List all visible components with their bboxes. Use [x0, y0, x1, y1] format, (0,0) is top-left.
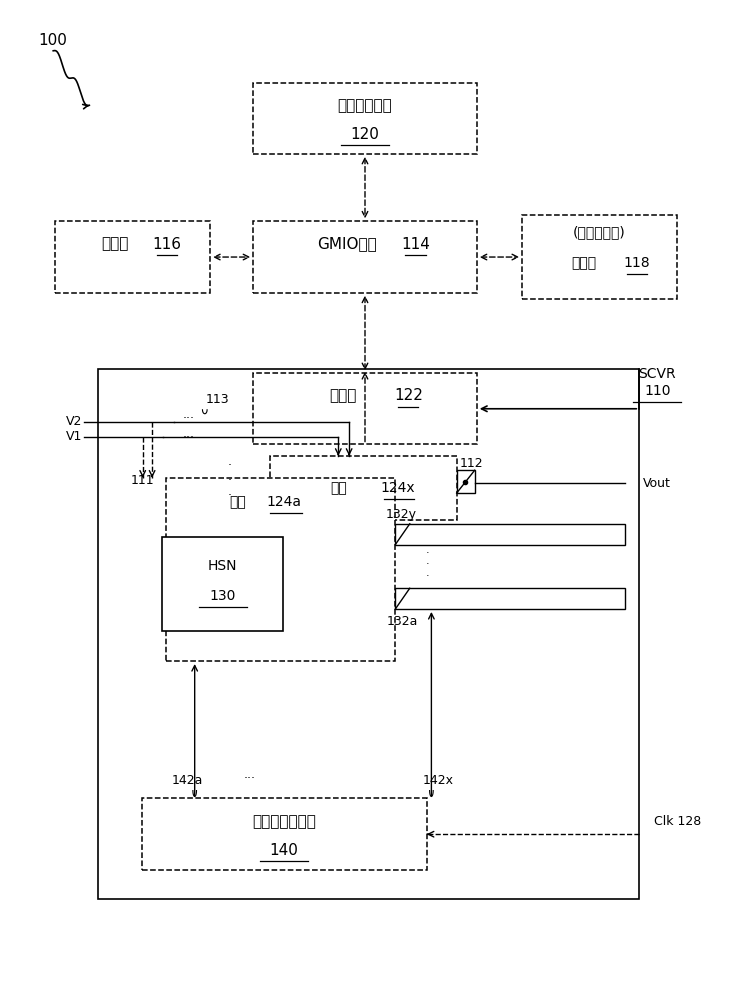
Text: SCVR: SCVR [639, 367, 676, 381]
Text: 111: 111 [131, 474, 155, 487]
Text: 100: 100 [39, 33, 68, 48]
Text: 用户接口设备: 用户接口设备 [338, 98, 393, 113]
Text: HSN: HSN [208, 559, 237, 573]
Text: 122: 122 [394, 388, 423, 403]
Text: Clk 128: Clk 128 [653, 815, 701, 828]
Bar [162, 537, 283, 631]
Text: ···: ··· [244, 772, 256, 785]
Text: 110: 110 [644, 384, 671, 398]
Bar [142, 798, 427, 870]
Text: 124a: 124a [266, 495, 301, 509]
Bar [270, 456, 457, 520]
Text: 120: 120 [350, 127, 380, 142]
Text: 142a: 142a [172, 774, 203, 787]
Text: V1: V1 [66, 430, 82, 443]
Text: 140: 140 [270, 843, 299, 858]
Text: 132y: 132y [385, 508, 417, 521]
Text: 124x: 124x [381, 481, 415, 495]
Text: 存儲器: 存儲器 [101, 237, 128, 252]
Text: ···: ··· [182, 431, 194, 444]
Text: ·
·
·: · · · [426, 548, 429, 581]
Text: Vout: Vout [643, 477, 671, 490]
Text: (一个或多个): (一个或多个) [573, 225, 626, 239]
Text: 116: 116 [153, 237, 182, 252]
Text: 142x: 142x [423, 774, 454, 787]
Bar [253, 221, 477, 293]
Bar [253, 373, 477, 444]
Polygon shape [457, 470, 475, 493]
Text: 核心: 核心 [229, 495, 245, 509]
Text: V2: V2 [66, 415, 82, 428]
Text: 132a: 132a [387, 615, 418, 628]
Bar [522, 215, 677, 299]
Text: 112: 112 [459, 457, 483, 470]
Text: ·
·
·: · · · [228, 459, 232, 502]
Text: 控制信号生成器: 控制信号生成器 [253, 814, 316, 829]
Text: 113: 113 [205, 393, 229, 406]
Bar [253, 83, 477, 154]
Polygon shape [396, 588, 625, 609]
Text: GMIO控件: GMIO控件 [317, 237, 377, 252]
Bar [166, 478, 396, 661]
Text: 130: 130 [210, 589, 236, 603]
Polygon shape [396, 524, 625, 545]
Bar [98, 369, 639, 899]
Text: 核心: 核心 [330, 481, 347, 495]
Text: ···: ··· [182, 412, 194, 425]
Bar [55, 221, 210, 293]
Text: 处理器: 处理器 [330, 388, 357, 403]
Text: 118: 118 [623, 256, 650, 270]
Text: 114: 114 [401, 237, 430, 252]
Text: 无线电: 无线电 [571, 256, 596, 270]
